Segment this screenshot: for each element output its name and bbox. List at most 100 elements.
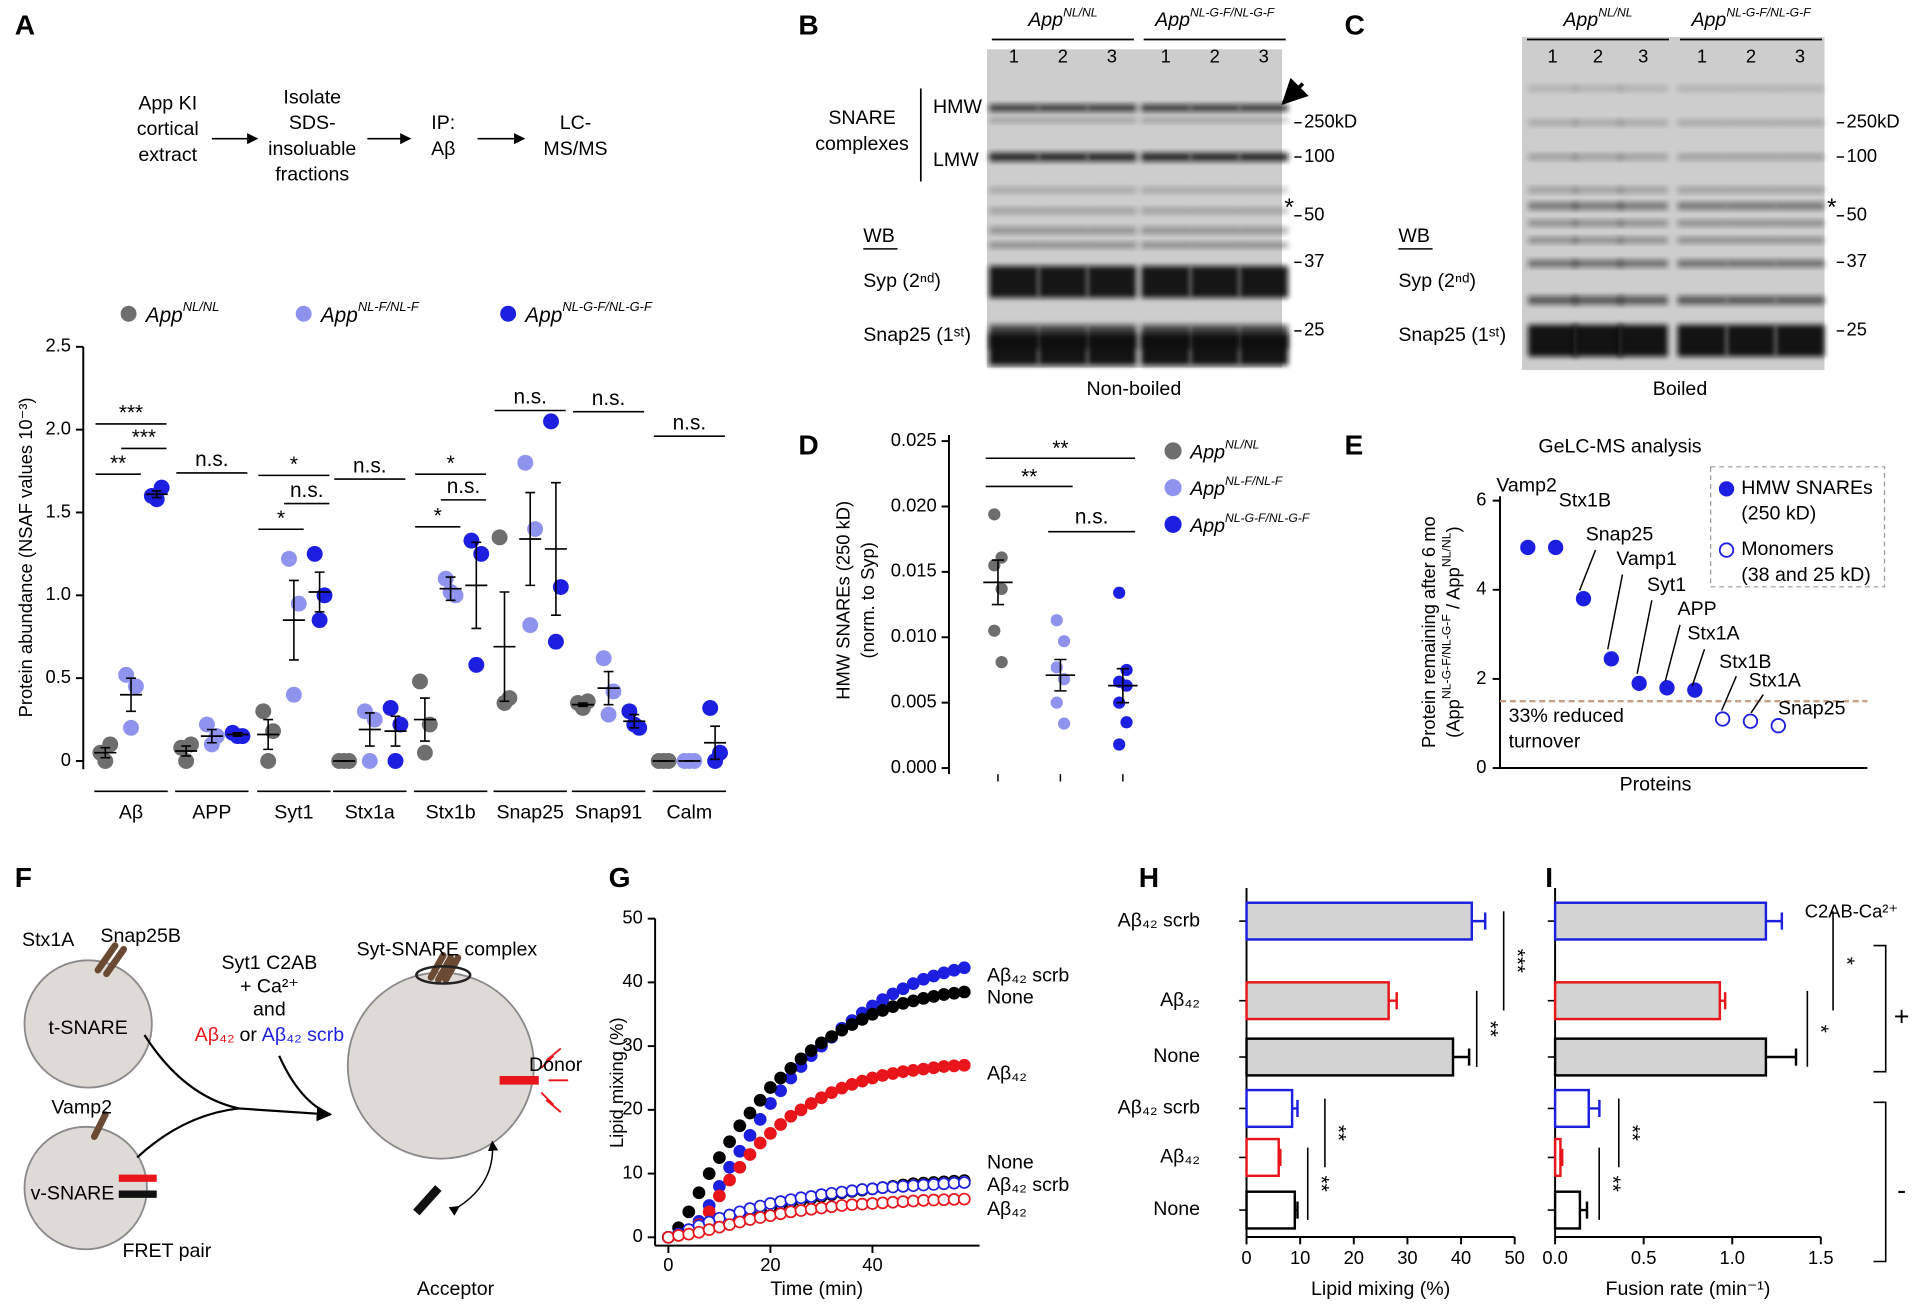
flow-step: SDS- (289, 112, 336, 134)
blot-band (1190, 187, 1240, 194)
flow-step: insoluable (268, 138, 356, 160)
data-point (753, 1199, 767, 1213)
x-tick-label: 20 (1344, 1247, 1364, 1268)
blot-band (1677, 220, 1727, 227)
lane-label: 3 (1107, 46, 1117, 67)
x-tick-label: Calm (667, 802, 713, 824)
data-point (260, 753, 277, 769)
diagram-label: and (253, 999, 286, 1021)
legend-label-base: App (319, 304, 358, 327)
point-label: Snap25 (1778, 697, 1846, 719)
data-point (1575, 591, 1592, 607)
y-tick-label: 0.015 (891, 560, 937, 581)
legend-marker (500, 305, 517, 322)
x-axis-label: Lipid mixing (%) (1311, 1278, 1450, 1300)
flow-step: fractions (275, 164, 349, 186)
point-label: Syt1 (1647, 574, 1686, 596)
data-point (692, 1186, 706, 1200)
diagram-label: FRET pair (122, 1240, 211, 1262)
data-point (311, 612, 328, 629)
data-point (468, 656, 485, 673)
blot-band (1190, 104, 1240, 112)
blot-band (1038, 187, 1088, 194)
data-point (421, 716, 438, 733)
bar (1245, 1088, 1294, 1129)
legend-label-base: App (523, 304, 562, 327)
data-point (784, 1062, 798, 1075)
abeta-label: Aβ₄₂ (195, 1024, 235, 1046)
data-point (255, 703, 272, 720)
data-point (815, 1036, 828, 1050)
data-point (753, 1093, 767, 1107)
x-tick-label: 0 (663, 1254, 673, 1275)
blot-band (1775, 119, 1825, 126)
blot-band (1677, 202, 1727, 210)
donor-ray (540, 1091, 555, 1106)
data-point (692, 1225, 706, 1239)
data-point (1659, 680, 1675, 696)
significance-label: * (434, 505, 442, 528)
data-point (886, 1195, 900, 1209)
legend-label: HMW SNAREs (1741, 477, 1873, 499)
y-tick-label: 50 (622, 906, 642, 927)
data-point (713, 1151, 726, 1165)
bar (1553, 981, 1722, 1021)
error-bar (629, 713, 640, 729)
error-bar (1765, 1048, 1798, 1066)
data-point (1057, 717, 1071, 730)
leader-line (1664, 624, 1681, 682)
lane-label: 2 (1210, 46, 1220, 67)
y-tick-label: 0 (1476, 756, 1486, 777)
bar (1245, 901, 1474, 941)
point-label: Stx1A (1749, 669, 1802, 691)
blot-band (1726, 237, 1776, 244)
blot-band (1618, 220, 1668, 227)
data-point (733, 1160, 747, 1174)
group-label: AppNL/NL (1027, 5, 1097, 31)
significance-label: * (447, 452, 455, 475)
data-point (774, 1118, 787, 1131)
data-point (1687, 682, 1703, 698)
data-point (733, 1215, 747, 1229)
blot-band (1190, 333, 1240, 366)
blot-band (1239, 333, 1289, 366)
blot-band (1775, 85, 1825, 92)
significance-label: *** (132, 426, 156, 449)
blot-band (1038, 226, 1088, 235)
blot-band (1573, 153, 1623, 161)
blot-band (989, 266, 1039, 298)
y-tick-label: 0 (633, 1225, 643, 1246)
blot-band (1618, 187, 1668, 194)
x-tick-label: 40 (862, 1254, 882, 1275)
blot-band (989, 207, 1039, 214)
data-point (855, 1183, 869, 1196)
data-point (437, 570, 454, 587)
data-point (702, 700, 719, 716)
significance-label: n.s. (1075, 506, 1109, 529)
diagram-label: Syt-SNARE complex (357, 939, 538, 961)
group-label-sup: NL/NL (1598, 5, 1632, 19)
y-axis-label: Lipid mixing (%) (606, 1017, 627, 1148)
blot-band (1573, 85, 1623, 92)
data-point (1714, 711, 1731, 727)
lane-label: 3 (1638, 46, 1648, 67)
data-point (743, 1106, 757, 1120)
data-point (886, 1180, 900, 1194)
donor-ray (545, 1099, 562, 1113)
lane-label: 2 (1058, 46, 1068, 67)
data-point (491, 529, 508, 546)
leader-line (1578, 549, 1597, 591)
flow-step: cortical (137, 118, 199, 140)
data-point (552, 579, 569, 595)
data-point (743, 1148, 757, 1161)
error-bar (1765, 912, 1784, 930)
blot-band (1618, 296, 1668, 305)
blot-band (1775, 259, 1825, 268)
lane-label: 2 (1746, 46, 1756, 67)
point-label: Stx1B (1719, 651, 1771, 673)
data-point (764, 1081, 777, 1094)
y-axis-label: (AppNL-G-F/NL-G-F / AppNL/NL) (1440, 526, 1464, 738)
blot-band (1677, 237, 1727, 244)
data-point (702, 1167, 716, 1180)
blot-band (1087, 207, 1137, 214)
